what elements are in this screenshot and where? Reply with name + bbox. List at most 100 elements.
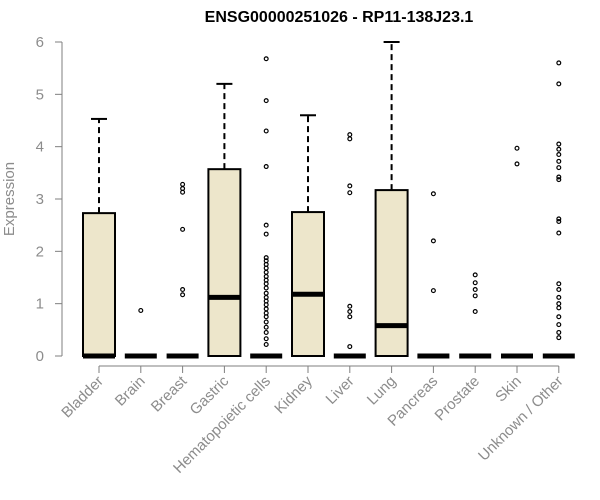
outlier-point (264, 99, 268, 103)
outlier-point (557, 336, 561, 340)
outlier-point (515, 162, 519, 166)
outlier-point (473, 273, 477, 277)
outlier-point (264, 311, 268, 315)
outlier-point (348, 345, 352, 349)
outlier-point (264, 325, 268, 329)
outlier-point (264, 343, 268, 347)
outlier-point (348, 315, 352, 319)
outlier-point (557, 82, 561, 86)
iqr-box (83, 213, 115, 356)
iqr-box (292, 212, 324, 356)
outlier-point (181, 288, 185, 292)
box-group (208, 84, 240, 356)
outlier-point (557, 159, 561, 163)
outlier-point (557, 61, 561, 65)
x-tick-label: Brain (112, 373, 149, 410)
outlier-point (473, 310, 477, 314)
outlier-point (557, 142, 561, 146)
box-group (292, 115, 324, 356)
box-group (334, 133, 366, 356)
outlier-point (432, 192, 436, 196)
outlier-point (181, 187, 185, 191)
box-group (376, 42, 408, 356)
outlier-point (348, 304, 352, 308)
x-tick-label: Breast (148, 372, 191, 415)
box-group (167, 182, 199, 356)
outlier-point (264, 275, 268, 279)
outlier-point (473, 281, 477, 285)
y-tick-label: 3 (36, 191, 44, 208)
box-group (125, 309, 157, 356)
y-tick-label: 5 (36, 86, 44, 103)
outlier-point (557, 288, 561, 292)
box-group (417, 192, 449, 356)
x-tick-label: Kidney (271, 372, 316, 417)
outlier-point (557, 323, 561, 327)
outlier-point (557, 282, 561, 286)
outlier-point (557, 231, 561, 235)
outlier-point (557, 217, 561, 221)
iqr-box (208, 169, 240, 356)
outlier-point (264, 307, 268, 311)
outlier-point (264, 291, 268, 295)
x-tick-label: Liver (323, 373, 358, 408)
outlier-point (264, 286, 268, 290)
y-tick-label: 2 (36, 243, 44, 260)
y-tick-label: 0 (36, 348, 44, 365)
iqr-box (376, 190, 408, 356)
outlier-point (515, 146, 519, 150)
outlier-point (557, 302, 561, 306)
outlier-point (264, 129, 268, 133)
outlier-point (264, 295, 268, 299)
x-tick-label: Skin (492, 373, 525, 406)
outlier-point (139, 309, 143, 313)
outlier-point (557, 175, 561, 179)
outlier-point (264, 320, 268, 324)
outlier-point (557, 295, 561, 299)
outlier-point (264, 331, 268, 335)
box-group (543, 61, 575, 356)
outlier-point (264, 57, 268, 61)
box-group (501, 146, 533, 356)
outlier-point (473, 288, 477, 292)
outlier-point (264, 165, 268, 169)
y-tick-label: 1 (36, 296, 44, 313)
outlier-point (264, 232, 268, 236)
y-axis: 0 1 2 3 4 5 6 (36, 34, 62, 365)
outlier-point (181, 227, 185, 231)
y-tick-label: 4 (36, 139, 44, 156)
box-group (83, 119, 115, 356)
outlier-point (264, 223, 268, 227)
outlier-point (181, 293, 185, 297)
outlier-point (348, 191, 352, 195)
y-tick-label: 6 (36, 34, 44, 51)
outlier-point (473, 294, 477, 298)
outlier-point (557, 306, 561, 310)
outlier-point (432, 289, 436, 293)
x-tick-label: Lung (364, 373, 400, 409)
x-tick-label: Prostate (431, 373, 483, 425)
outlier-point (348, 133, 352, 137)
outlier-point (557, 166, 561, 170)
x-tick-label: Bladder (58, 373, 107, 422)
outlier-point (557, 153, 561, 157)
outlier-point (432, 239, 436, 243)
box-group (250, 57, 282, 356)
outlier-point (264, 270, 268, 274)
box-group (459, 273, 491, 356)
y-axis-label: Expression (1, 162, 18, 236)
outlier-point (348, 184, 352, 188)
outlier-point (557, 331, 561, 335)
outlier-point (348, 137, 352, 141)
outlier-point (557, 147, 561, 151)
outlier-point (264, 256, 268, 260)
outlier-point (348, 310, 352, 314)
chart-title: ENSG00000251026 - RP11-138J23.1 (205, 9, 474, 26)
outlier-point (264, 337, 268, 341)
outlier-point (181, 182, 185, 186)
outlier-point (557, 315, 561, 319)
box-series (83, 42, 575, 356)
